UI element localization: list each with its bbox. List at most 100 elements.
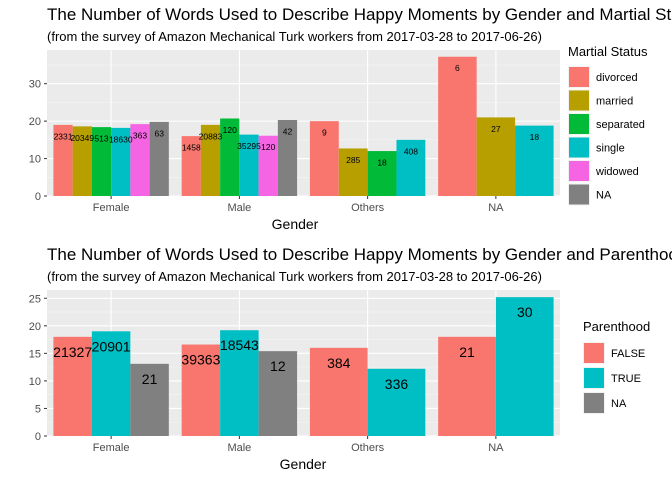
legend-label-false: FALSE — [611, 348, 645, 360]
bar-false-others — [309, 347, 368, 436]
bar-data-label: 35295 — [237, 141, 261, 151]
bar-data-label: 363 — [133, 131, 147, 141]
bar-data-label: 1458 — [182, 143, 201, 153]
chart-2-bars — [53, 297, 554, 436]
legend-label-na: NA — [611, 398, 627, 410]
chart-1-subtitle: (from the survey of Amazon Mechanical Tu… — [47, 29, 542, 44]
y-tick-label: 20 — [29, 116, 41, 128]
bar-data-label: 12 — [270, 358, 286, 374]
bar-data-label: 42 — [283, 127, 293, 137]
x-tick-label: Male — [227, 202, 251, 214]
bar-single-others — [396, 139, 426, 196]
bar-data-label: 336 — [385, 376, 409, 392]
bar-true-female — [91, 331, 131, 436]
legend-label-separated: separated — [596, 119, 645, 131]
x-tick-label: NA — [488, 202, 504, 214]
x-tick-label: Female — [93, 202, 130, 214]
chart-2-subtitle: (from the survey of Amazon Mechanical Tu… — [47, 269, 542, 284]
legend-swatch-false — [584, 343, 604, 363]
bar-true-na — [495, 297, 554, 436]
x-tick-label: Others — [351, 442, 385, 454]
y-tick-label: 0 — [35, 431, 41, 443]
bar-divorced-na — [438, 56, 477, 196]
chart-2-title: The Number of Words Used to Describe Hap… — [47, 245, 672, 264]
bar-data-label: 513 — [94, 134, 108, 144]
bar-na-female — [130, 363, 169, 436]
bar-divorced-female — [53, 124, 73, 196]
legend-label-na: NA — [596, 190, 612, 202]
legend-label-true: TRUE — [611, 373, 641, 385]
y-tick-label: 10 — [29, 154, 41, 166]
bar-data-label: 27 — [491, 124, 501, 134]
chart-2-legend-title: Parenthood — [583, 319, 650, 334]
x-tick-label: NA — [488, 442, 504, 454]
chart-2: The Number of Words Used to Describe Hap… — [29, 245, 672, 472]
bar-data-label: 30 — [517, 304, 533, 320]
bar-single-na — [515, 125, 554, 196]
legend-swatch-separated — [569, 114, 589, 134]
bar-divorced-others — [309, 121, 339, 196]
y-tick-label: 20 — [29, 321, 41, 333]
legend-swatch-na — [569, 184, 589, 205]
bar-false-female — [53, 336, 92, 436]
chart-1-y-ticks: 0 10 20 30 — [29, 79, 47, 203]
bar-data-label: 20883 — [199, 131, 223, 141]
bar-single-male — [239, 134, 259, 196]
bar-widowed-male — [258, 135, 278, 196]
bar-data-label: 120 — [261, 142, 275, 152]
legend-swatch-married — [569, 90, 589, 111]
bar-data-label: 384 — [327, 355, 351, 371]
bar-data-label: 21327 — [53, 344, 92, 360]
chart-2-x-axis-label: Gender — [280, 456, 327, 472]
legend-swatch-na — [584, 393, 604, 413]
bar-na-male — [277, 120, 298, 196]
bar-data-label: 18543 — [220, 337, 259, 353]
bar-separated-others — [367, 151, 397, 196]
y-tick-label: 25 — [29, 293, 41, 305]
bar-separated-male — [220, 118, 240, 196]
bar-divorced-male — [181, 136, 201, 196]
x-tick-label: Male — [227, 442, 251, 454]
y-tick-label: 5 — [35, 403, 41, 415]
bar-married-na — [476, 117, 516, 196]
bar-data-label: 20901 — [92, 338, 131, 354]
legend-label-widowed: widowed — [595, 166, 639, 178]
bar-data-label: 21 — [142, 371, 158, 387]
legend-label-single: single — [596, 143, 625, 155]
legend-swatch-true — [584, 368, 604, 388]
y-tick-label: 10 — [29, 376, 41, 388]
bar-data-label: 9 — [322, 128, 327, 138]
bar-data-label: 18 — [530, 132, 540, 142]
y-tick-label: 0 — [35, 191, 41, 203]
bar-data-label: 21 — [459, 344, 475, 360]
legend-swatch-divorced — [569, 67, 589, 87]
bar-data-label: 285 — [346, 155, 360, 165]
bar-married-others — [338, 148, 368, 196]
chart-1-title: The Number of Words Used to Describe Hap… — [47, 5, 672, 24]
chart-1-legend-title: Martial Status — [568, 44, 648, 59]
bar-data-label: 6 — [455, 63, 460, 73]
bar-separated-female — [91, 127, 112, 196]
bar-data-label: 20349 — [70, 133, 94, 143]
legend-label-married: married — [596, 96, 633, 108]
chart-2-legend: FALSE TRUE NA — [583, 342, 645, 414]
bar-false-male — [181, 344, 221, 436]
bar-na-female — [149, 121, 169, 196]
chart-2-x-ticks: Female Male Others NA — [93, 436, 504, 454]
bar-data-label: 39363 — [181, 352, 220, 368]
y-tick-label: 15 — [29, 348, 41, 360]
bar-married-female — [72, 126, 92, 196]
chart-1: The Number of Words Used to Describe Hap… — [29, 5, 672, 232]
bar-data-label: 18 — [377, 158, 387, 168]
bar-false-na — [438, 336, 496, 436]
x-tick-label: Female — [93, 442, 130, 454]
bar-data-label: 408 — [404, 146, 418, 156]
x-tick-label: Others — [351, 202, 385, 214]
bar-true-others — [367, 368, 426, 436]
bar-data-label: 2331 — [54, 131, 73, 141]
bar-data-label: 120 — [223, 125, 237, 135]
y-tick-label: 30 — [29, 79, 41, 91]
legend-swatch-single — [569, 137, 589, 158]
